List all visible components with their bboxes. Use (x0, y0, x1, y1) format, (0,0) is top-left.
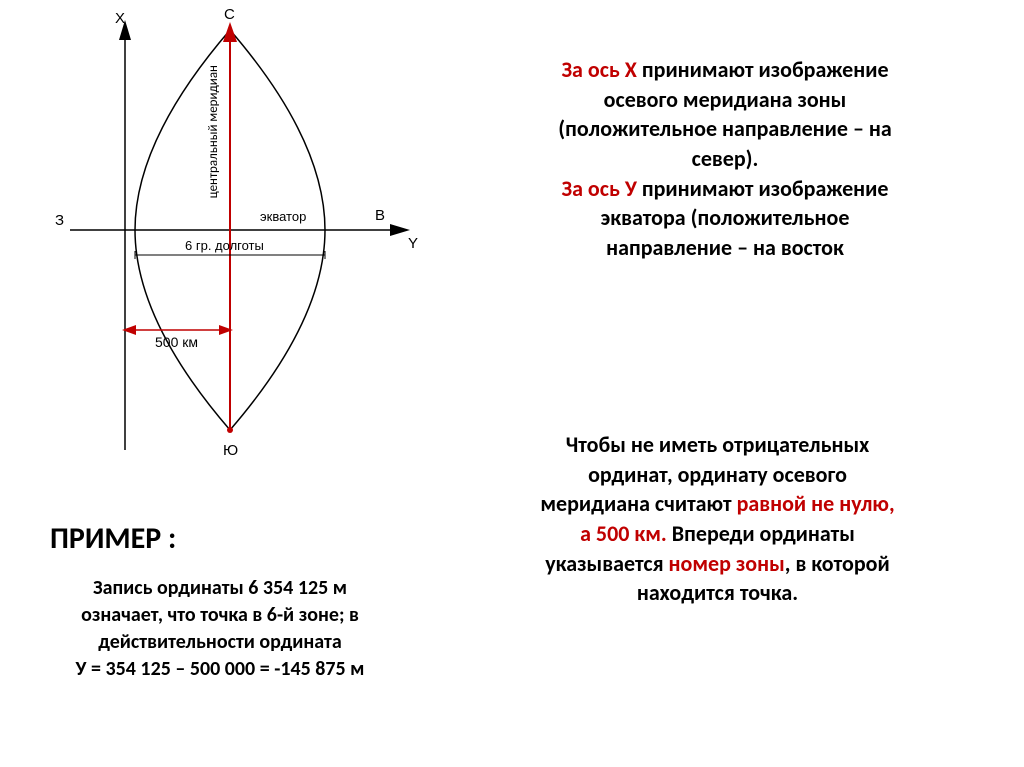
example-title: ПРИМЕР : (50, 520, 176, 557)
text-block-2: Чтобы не иметь отрицательных ординат, ор… (440, 430, 995, 608)
t2-l4a: а 500 км. (580, 520, 667, 547)
t1-l1a: За ось Х (561, 56, 636, 83)
central-meridian-arrow (223, 22, 237, 42)
t2-l6: находится точка. (637, 579, 798, 606)
ex-l1: Запись ординаты 6 354 125 м (93, 576, 347, 600)
central-meridian-label: центральный меридиан (206, 65, 221, 198)
ex-l2: означает, что точка в 6-й зоне; в (81, 603, 359, 627)
south-point (227, 427, 233, 433)
t2-l3b: равной не нулю, (737, 490, 895, 517)
t1-l5b: принимают изображение (637, 175, 889, 202)
label-yu: Ю (223, 442, 238, 459)
t2-l2: ординат, ординату осевого (588, 461, 847, 488)
label-v: В (375, 207, 385, 224)
equator-label: экватор (260, 209, 306, 224)
longitude-label: 6 гр. долготы (185, 238, 264, 253)
t1-l7: направление – на восток (606, 234, 844, 261)
t2-l5c: , в которой (785, 550, 890, 577)
example-text: Запись ординаты 6 354 125 м означает, чт… (30, 575, 410, 683)
text-block-1: За ось Х принимают изображение осевого м… (460, 55, 990, 263)
label-z: З (55, 212, 64, 229)
width-500-label: 500 км (155, 334, 198, 350)
t2-l1: Чтобы не иметь отрицательных (566, 431, 870, 458)
t1-l1b: принимают изображение (637, 56, 889, 83)
label-y: Y (408, 235, 418, 252)
t2-l5a: указывается (545, 550, 668, 577)
y-axis-arrow (390, 224, 410, 236)
t2-l3a: меридиана считают (540, 490, 736, 517)
ex-l3: действительности ордината (98, 630, 341, 654)
t2-l5b: номер зоны (669, 550, 785, 577)
ex-l4: У = 354 125 – 500 000 = -145 875 м (76, 657, 365, 681)
t1-l6: экватора (положительное (601, 204, 850, 231)
t1-l4: север). (692, 145, 759, 172)
t1-l2: осевого меридиана зоны (604, 86, 847, 113)
diagram-container: X С З В Y Ю центральный меридиан экватор… (30, 10, 430, 460)
label-c: С (224, 6, 235, 23)
t2-l4b: Впереди ординаты (667, 520, 855, 547)
t1-l5a: За ось У (562, 175, 637, 202)
t1-l3: (положительное направление – на (558, 115, 892, 142)
label-x: X (115, 10, 125, 27)
